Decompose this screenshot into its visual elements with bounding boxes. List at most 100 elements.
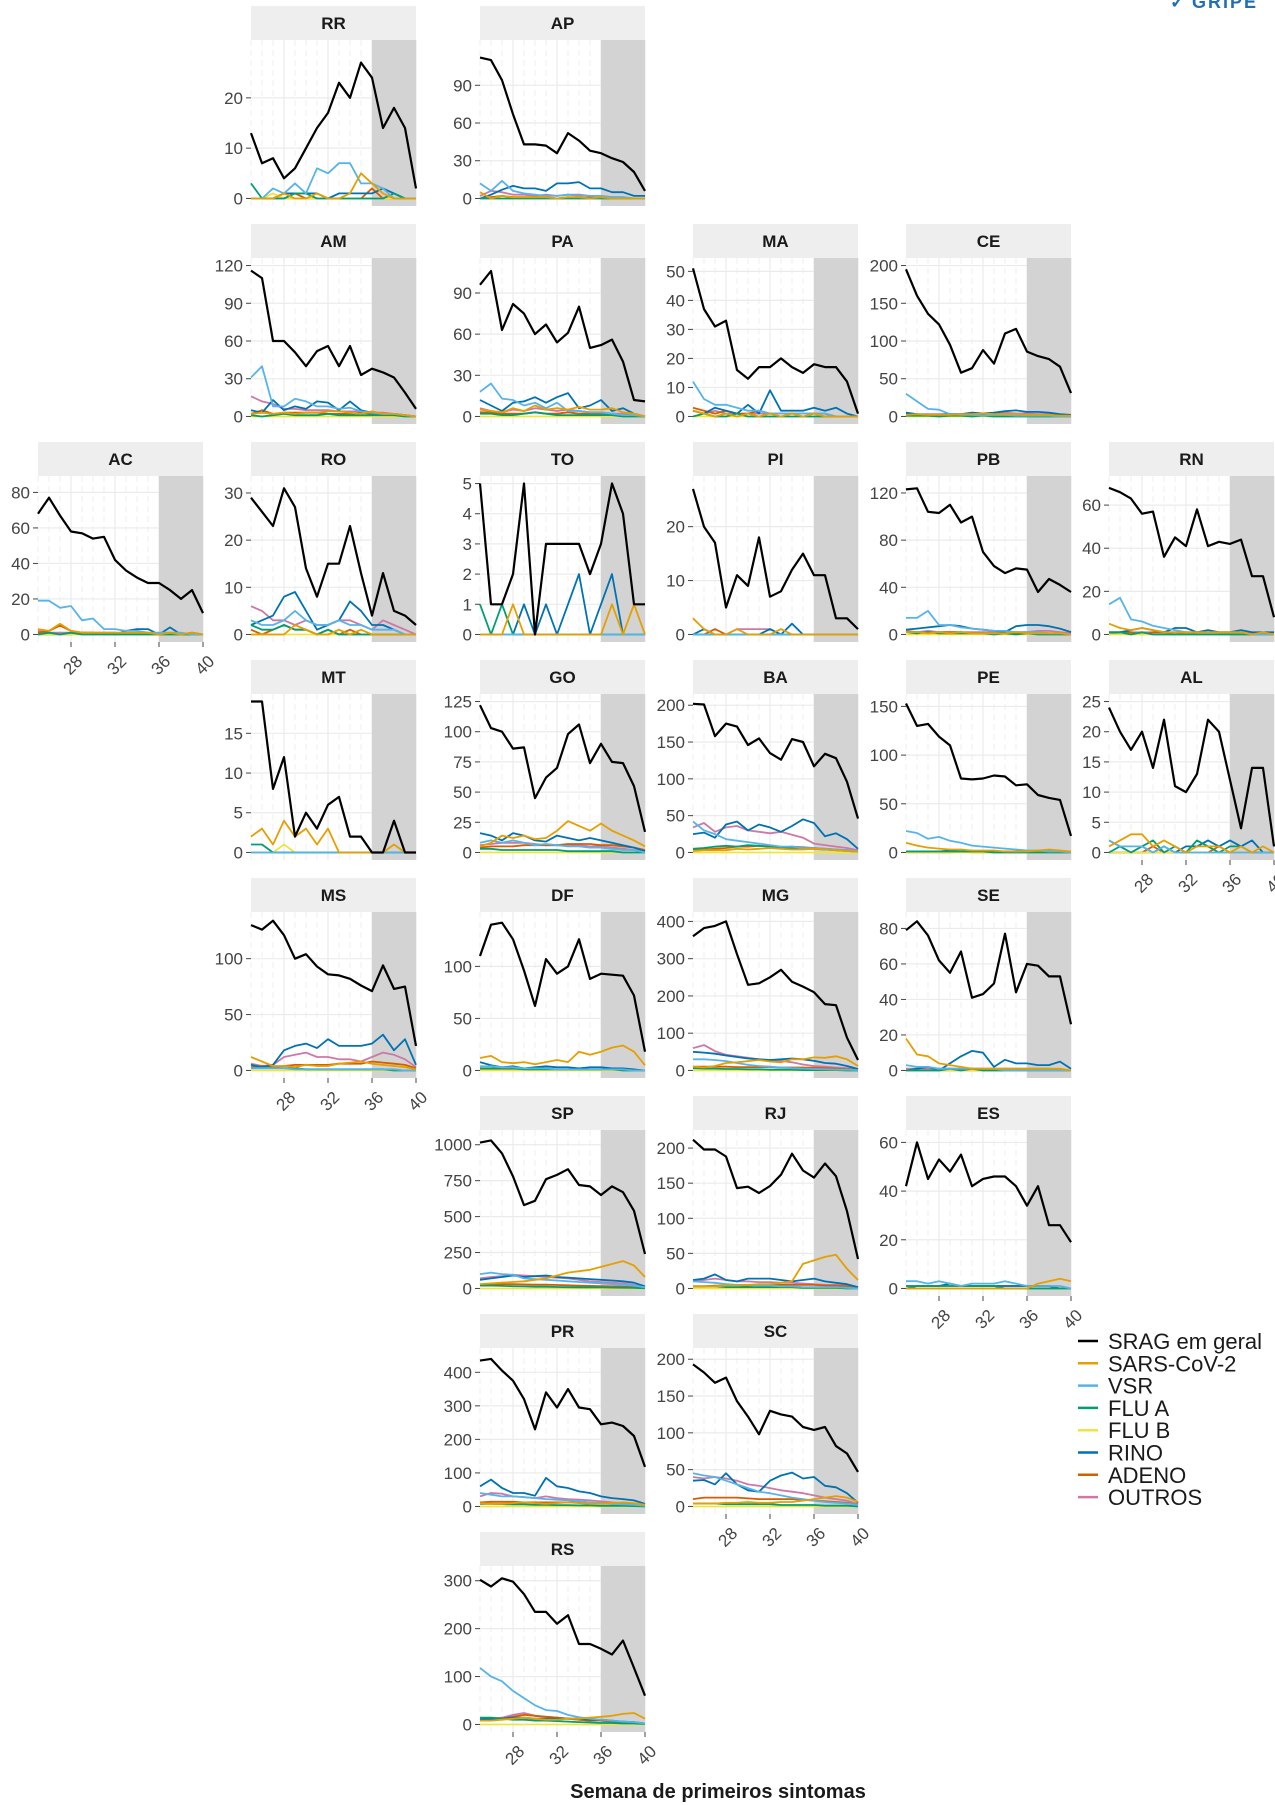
panel-title: AP (551, 14, 575, 33)
panel-go: GO 0 25 50 75 100 125 (444, 660, 647, 862)
series-line-sars-cov-2 (479, 1501, 646, 1506)
series-line-srag-em-geral (692, 1138, 860, 1260)
y-tick-label: 200 (657, 1139, 685, 1158)
y-tick-label: 150 (657, 733, 685, 752)
x-tick-label: 28 (1130, 870, 1157, 897)
panel-title: MT (321, 668, 346, 687)
shaded-recent-weeks (814, 1348, 858, 1514)
y-tick-label: 40 (879, 990, 898, 1009)
y-tick-label: 10 (666, 572, 685, 591)
series-line-srag-em-geral (479, 704, 647, 833)
y-tick-label: 0 (463, 625, 472, 644)
series-line-srag-em-geral (478, 921, 647, 1052)
series-line-vsr (692, 1472, 859, 1506)
y-tick-label: 0 (676, 1061, 685, 1080)
panel-ma: MA 0 10 20 30 40 50 (666, 224, 860, 426)
series-line-srag-em-geral (904, 268, 1073, 394)
series-line-flu-a (906, 850, 1071, 854)
shaded-recent-weeks (814, 258, 858, 424)
y-tick-label: 60 (11, 519, 30, 538)
y-tick-label: 125 (444, 693, 472, 712)
y-tick-label: 150 (657, 1387, 685, 1406)
series-line-rino (250, 1033, 417, 1068)
panel-title: RO (321, 450, 347, 469)
legend-label: FLU A (1108, 1396, 1169, 1421)
panel-sc: SC 0 50 100 150 200 28 32 36 40 (657, 1314, 873, 1551)
panel-title: TO (551, 450, 574, 469)
legend-label: VSR (1108, 1374, 1153, 1399)
y-tick-label: 0 (676, 407, 685, 426)
y-tick-label: 20 (11, 590, 30, 609)
series-line-sars-cov-2 (1108, 833, 1275, 854)
y-tick-label: 20 (1082, 723, 1101, 742)
y-tick-label: 40 (666, 291, 685, 310)
panel-title: SC (764, 1322, 788, 1341)
series-line-flu-a (480, 847, 645, 854)
y-tick-label: 200 (444, 1620, 472, 1639)
panel-title: RN (1179, 450, 1204, 469)
y-tick-label: 25 (1082, 693, 1101, 712)
x-tick-label: 36 (360, 1088, 387, 1115)
series-line-srag-em-geral (250, 269, 417, 410)
x-tick-label: 32 (545, 1742, 572, 1769)
panel-es: ES 0 20 40 60 28 32 36 40 (879, 1096, 1086, 1333)
logo-text: GRIPE (1192, 0, 1258, 12)
logo-check-icon: ✓ (1170, 0, 1187, 12)
y-tick-label: 0 (1092, 843, 1101, 862)
panel-ms: MS 0 50 100 28 32 36 40 (215, 878, 431, 1115)
series-line-sars-cov-2 (251, 172, 416, 200)
y-tick-label: 0 (234, 189, 243, 208)
y-tick-label: 4 (463, 505, 472, 524)
series-line-srag-em-geral (691, 488, 859, 630)
y-tick-label: 0 (676, 1497, 685, 1516)
legend-label: FLU B (1108, 1418, 1170, 1443)
y-tick-label: 0 (463, 1715, 472, 1734)
y-tick-label: 40 (879, 578, 898, 597)
panel-mt: MT 0 5 10 15 (224, 660, 417, 862)
series-line-rino (692, 1273, 859, 1288)
y-tick-label: 50 (879, 370, 898, 389)
x-tick-label: 28 (501, 1742, 528, 1769)
y-tick-label: 0 (889, 1061, 898, 1080)
strip-background (480, 660, 645, 694)
y-tick-label: 50 (666, 807, 685, 826)
series-line-sars-cov-2 (479, 1260, 646, 1285)
x-tick-label: 28 (272, 1088, 299, 1115)
strip-background (906, 878, 1071, 912)
strip-background (480, 1532, 645, 1566)
shaded-recent-weeks (1027, 694, 1071, 860)
y-tick-label: 0 (889, 1279, 898, 1298)
y-tick-label: 0 (234, 407, 243, 426)
y-tick-label: 90 (453, 284, 472, 303)
series-line-flu-a (1109, 631, 1274, 636)
y-tick-label: 100 (870, 332, 898, 351)
legend-item-adeno: ADENO (1078, 1463, 1186, 1488)
y-tick-label: 300 (444, 1572, 472, 1591)
series-line-rino (479, 181, 645, 200)
y-tick-label: 300 (657, 950, 685, 969)
y-tick-label: 40 (11, 554, 30, 573)
y-tick-label: 100 (657, 1424, 685, 1443)
y-tick-label: 20 (224, 531, 243, 550)
series-line-srag-em-geral (905, 703, 1073, 837)
y-tick-label: 0 (889, 843, 898, 862)
panel-title: AM (320, 232, 346, 251)
y-tick-label: 200 (657, 696, 685, 715)
y-tick-label: 200 (444, 1430, 472, 1449)
y-tick-label: 15 (1082, 753, 1101, 772)
y-tick-label: 200 (657, 987, 685, 1006)
y-tick-label: 0 (676, 625, 685, 644)
strip-background (693, 1314, 858, 1348)
y-tick-label: 90 (453, 76, 472, 95)
y-tick-label: 0 (889, 625, 898, 644)
series-line-vsr (693, 1058, 859, 1071)
series-line-vsr (692, 1280, 859, 1290)
series-line-srag-em-geral (691, 268, 860, 414)
series-line-sars-cov-2 (250, 819, 416, 854)
y-tick-label: 30 (224, 370, 243, 389)
x-axis-title: Semana de primeiros sintomas (570, 1781, 866, 1803)
series-line-rino (479, 1477, 646, 1505)
series-line-rino (692, 1050, 859, 1070)
y-tick-label: 10 (224, 764, 243, 783)
series-line-vsr (479, 1271, 646, 1289)
